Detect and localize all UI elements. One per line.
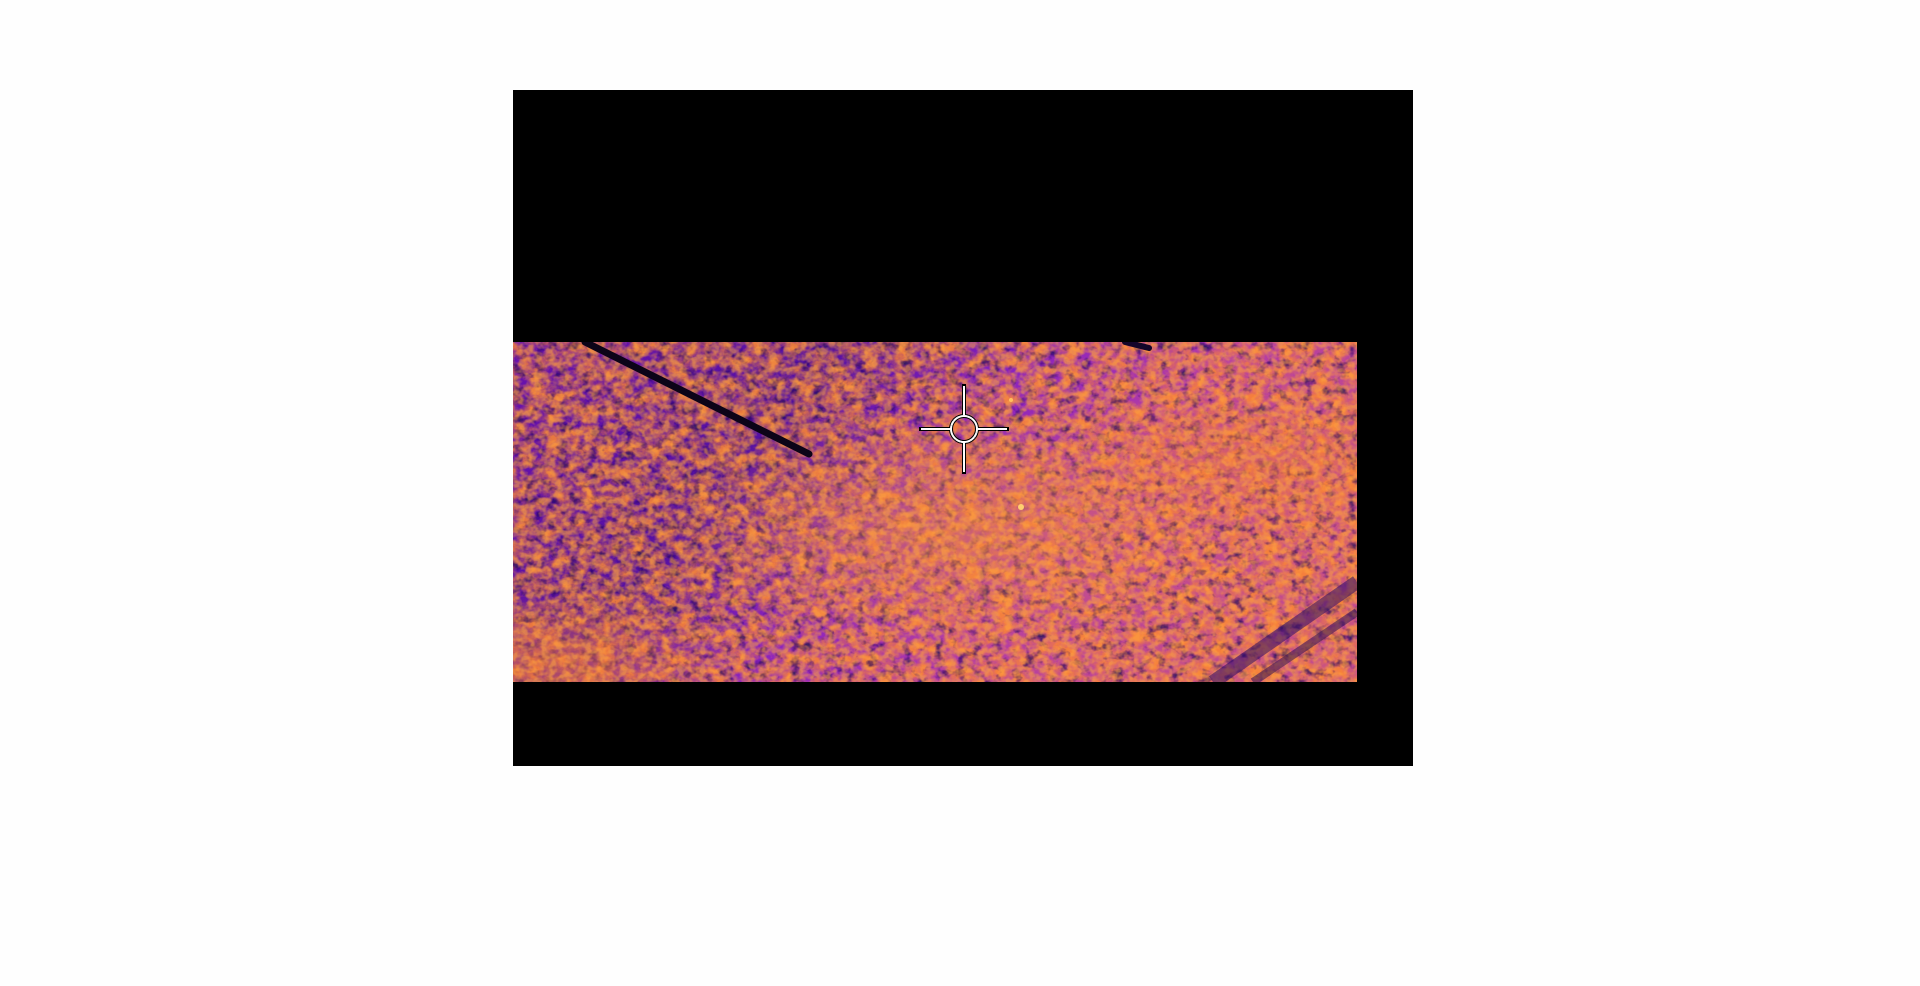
thermal-viewer[interactable] xyxy=(513,90,1413,766)
thermal-image-render xyxy=(513,342,1357,682)
crosshair-icon xyxy=(919,384,1009,474)
thermal-image[interactable] xyxy=(513,342,1357,682)
crosshair-reticle[interactable] xyxy=(919,384,1009,474)
